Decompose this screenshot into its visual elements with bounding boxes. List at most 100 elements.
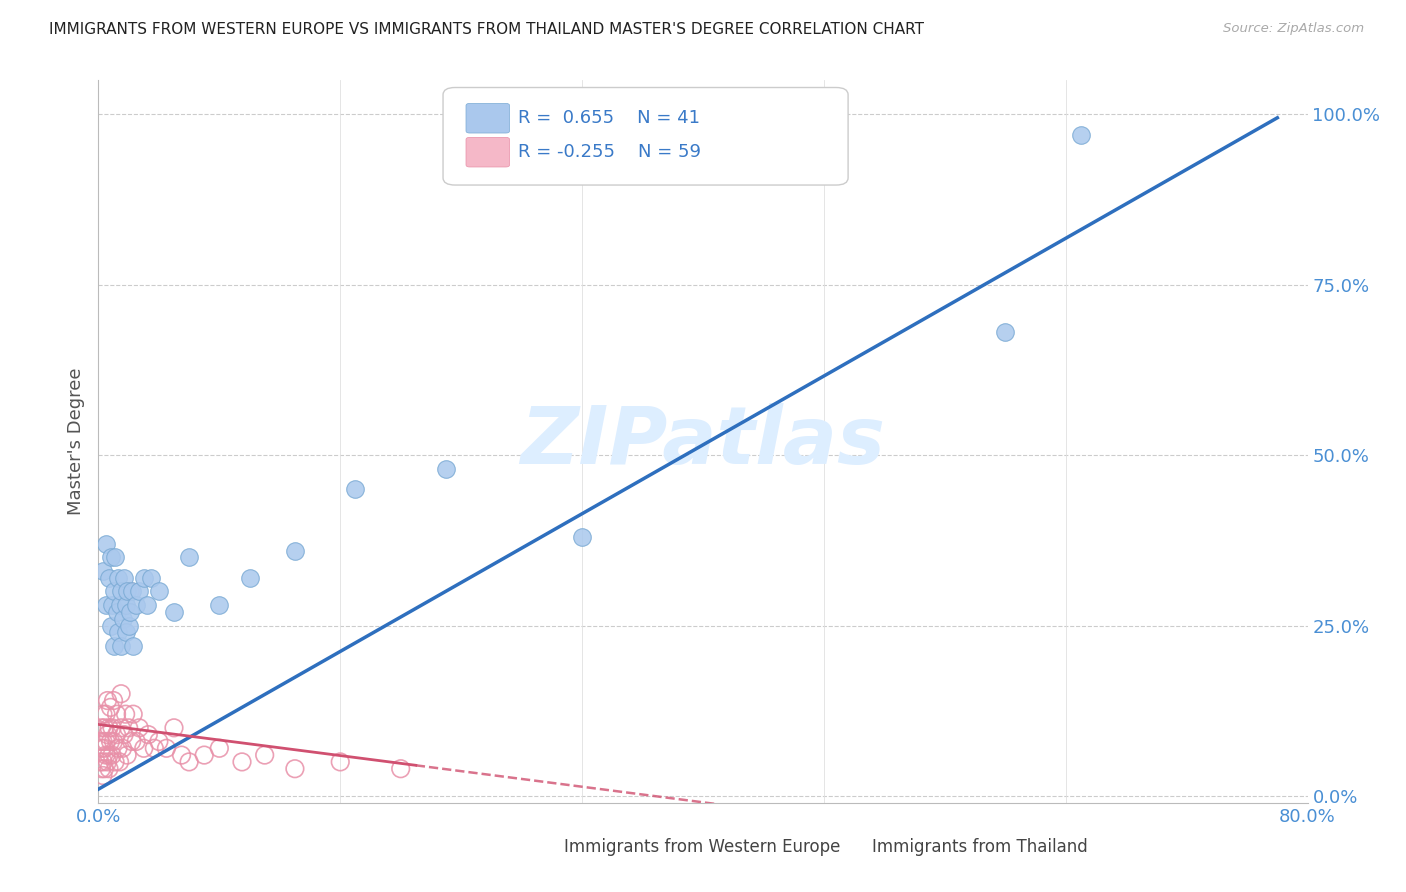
Point	[111, 612, 134, 626]
Point	[434, 462, 457, 476]
Point	[112, 728, 135, 742]
Point	[91, 734, 114, 748]
FancyBboxPatch shape	[834, 835, 865, 858]
Point	[90, 762, 112, 776]
Point	[284, 762, 307, 776]
Point	[994, 326, 1017, 340]
Point	[98, 721, 121, 735]
Point	[96, 728, 118, 742]
Point	[91, 707, 114, 722]
Point	[121, 584, 143, 599]
Text: R =  0.655    N = 41: R = 0.655 N = 41	[517, 109, 700, 127]
Point	[122, 707, 145, 722]
Point	[105, 707, 128, 722]
Point	[110, 687, 132, 701]
Point	[90, 741, 112, 756]
FancyBboxPatch shape	[465, 137, 509, 167]
Point	[193, 748, 215, 763]
Text: Immigrants from Thailand: Immigrants from Thailand	[872, 838, 1088, 855]
Point	[110, 721, 132, 735]
Point	[125, 734, 148, 748]
Point	[94, 598, 117, 612]
Point	[114, 707, 136, 722]
Point	[136, 728, 159, 742]
Point	[107, 571, 129, 585]
Point	[100, 550, 122, 565]
Point	[118, 721, 141, 735]
Point	[100, 734, 122, 748]
Point	[91, 564, 114, 578]
Point	[110, 584, 132, 599]
Point	[96, 755, 118, 769]
Point	[179, 550, 201, 565]
Point	[114, 625, 136, 640]
Point	[89, 755, 111, 769]
Text: IMMIGRANTS FROM WESTERN EUROPE VS IMMIGRANTS FROM THAILAND MASTER'S DEGREE CORRE: IMMIGRANTS FROM WESTERN EUROPE VS IMMIGR…	[49, 22, 924, 37]
Point	[94, 734, 117, 748]
Point	[107, 741, 129, 756]
FancyBboxPatch shape	[443, 87, 848, 185]
Point	[103, 584, 125, 599]
Point	[179, 755, 201, 769]
Point	[103, 639, 125, 653]
Point	[89, 734, 111, 748]
Point	[105, 728, 128, 742]
Text: R = -0.255    N = 59: R = -0.255 N = 59	[517, 143, 702, 161]
Point	[120, 605, 142, 619]
Point	[91, 768, 114, 782]
Text: ZIPatlas: ZIPatlas	[520, 402, 886, 481]
Point	[344, 482, 367, 496]
Point	[101, 721, 124, 735]
Point	[141, 571, 163, 585]
Point	[108, 755, 131, 769]
Point	[90, 721, 112, 735]
Point	[132, 571, 155, 585]
Point	[120, 584, 142, 599]
Point	[93, 741, 115, 756]
Point	[94, 748, 117, 763]
Point	[91, 755, 114, 769]
Point	[100, 700, 122, 714]
Point	[93, 721, 115, 735]
Point	[143, 741, 166, 756]
Point	[121, 734, 143, 748]
Point	[163, 605, 186, 619]
Point	[389, 762, 412, 776]
Point	[128, 721, 150, 735]
Point	[98, 762, 121, 776]
Point	[107, 625, 129, 640]
Point	[148, 734, 170, 748]
Text: Source: ZipAtlas.com: Source: ZipAtlas.com	[1223, 22, 1364, 36]
Point	[94, 537, 117, 551]
FancyBboxPatch shape	[465, 103, 509, 133]
Point	[98, 571, 121, 585]
Point	[1070, 128, 1092, 142]
Point	[163, 721, 186, 735]
Point	[231, 755, 253, 769]
Point	[105, 605, 128, 619]
Point	[103, 693, 125, 707]
Point	[94, 707, 117, 722]
Point	[110, 639, 132, 653]
Point	[148, 584, 170, 599]
Y-axis label: Master's Degree: Master's Degree	[66, 368, 84, 516]
FancyBboxPatch shape	[526, 835, 557, 858]
Point	[115, 584, 138, 599]
Point	[155, 741, 177, 756]
Point	[239, 571, 262, 585]
Point	[93, 762, 115, 776]
Point	[108, 598, 131, 612]
Point	[208, 598, 231, 612]
Text: Immigrants from Western Europe: Immigrants from Western Europe	[564, 838, 841, 855]
Point	[329, 755, 352, 769]
Point	[111, 741, 134, 756]
Point	[100, 618, 122, 632]
Point	[118, 618, 141, 632]
Point	[571, 530, 593, 544]
Point	[132, 741, 155, 756]
Point	[170, 748, 193, 763]
Point	[112, 571, 135, 585]
Point	[114, 598, 136, 612]
Point	[253, 748, 276, 763]
Point	[101, 748, 124, 763]
